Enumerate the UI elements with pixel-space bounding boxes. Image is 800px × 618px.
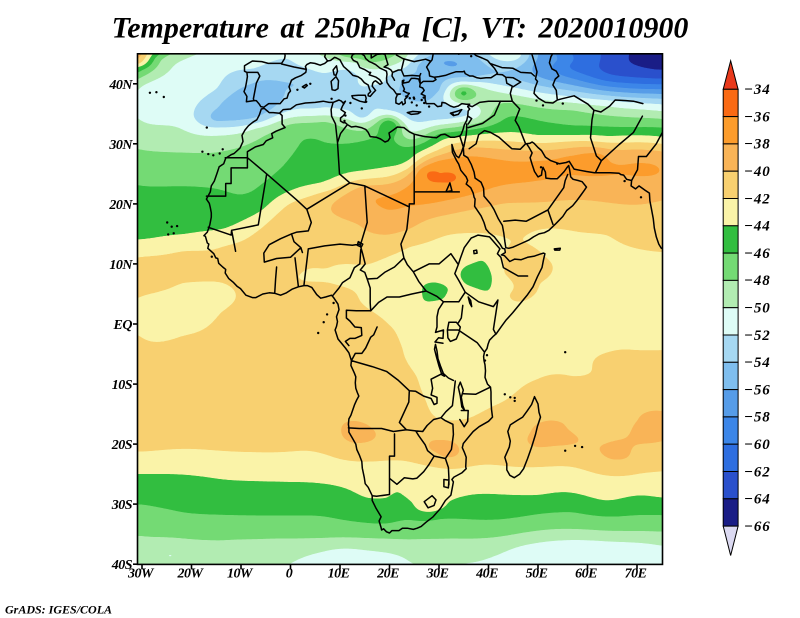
svg-text:50E: 50E [526,567,548,582]
svg-text:−52: −52 [744,328,771,344]
svg-text:−34: −34 [744,82,771,98]
svg-text:−38: −38 [744,137,771,153]
svg-text:−50: −50 [744,301,771,317]
svg-text:30N: 30N [108,138,133,153]
svg-text:GrADS: IGES/COLA: GrADS: IGES/COLA [5,603,112,617]
svg-text:−44: −44 [744,219,771,235]
svg-text:−46: −46 [744,246,771,262]
svg-text:−36: −36 [744,109,771,125]
svg-text:−40: −40 [744,164,771,180]
svg-text:−42: −42 [744,191,771,207]
svg-text:−54: −54 [744,355,771,371]
svg-text:−66: −66 [744,519,771,535]
svg-text:−60: −60 [744,437,771,453]
svg-text:10E: 10E [328,567,350,582]
svg-text:20N: 20N [108,198,133,213]
svg-text:30E: 30E [426,567,449,582]
svg-text:20W: 20W [177,567,205,582]
svg-text:10S: 10S [112,378,133,393]
svg-text:−48: −48 [744,273,771,289]
svg-text:60E: 60E [575,567,597,582]
svg-text:EQ: EQ [113,318,133,333]
svg-text:−64: −64 [744,492,771,508]
svg-text:40E: 40E [475,567,498,582]
svg-text:−62: −62 [744,464,771,480]
svg-text:Temperature at 250hPa [C], VT:: Temperature at 250hPa [C], VT: 202001090… [112,12,689,45]
svg-text:−58: −58 [744,410,771,426]
svg-text:30S: 30S [111,498,133,513]
svg-text:30W: 30W [127,567,155,582]
svg-text:10W: 10W [227,567,254,582]
svg-text:−56: −56 [744,382,771,398]
svg-text:0: 0 [286,567,293,582]
svg-text:70E: 70E [625,567,647,582]
svg-text:40S: 40S [111,558,133,573]
svg-text:20E: 20E [376,567,399,582]
svg-text:20S: 20S [111,438,133,453]
svg-text:10N: 10N [109,258,133,273]
svg-text:40N: 40N [108,78,133,93]
